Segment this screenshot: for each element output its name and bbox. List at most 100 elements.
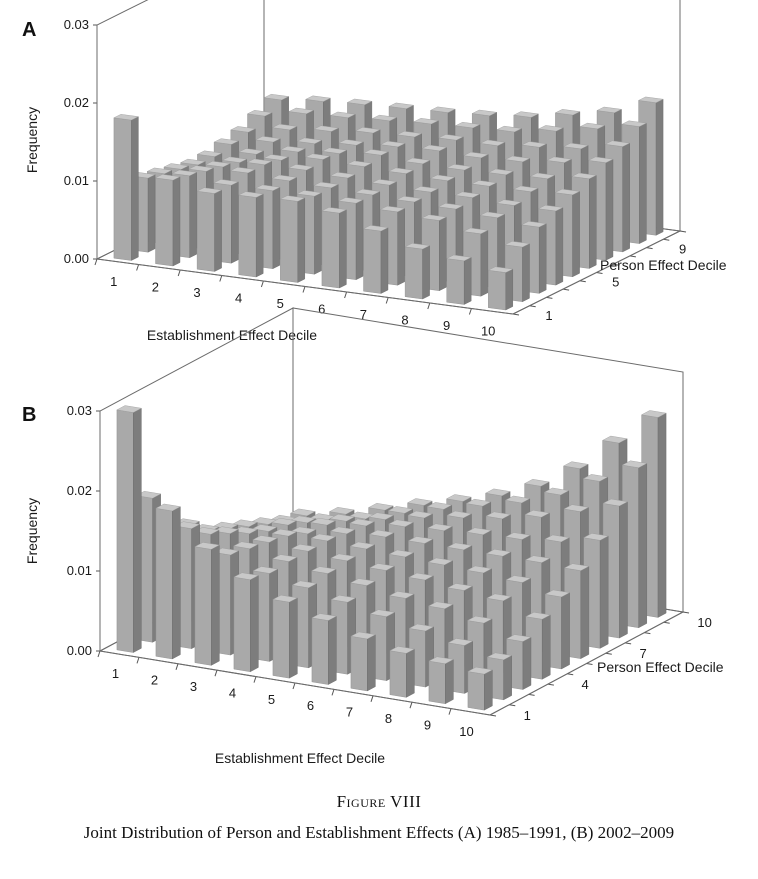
x-tick-mark — [214, 670, 218, 677]
x-tick-mark — [448, 708, 452, 715]
bar — [446, 254, 472, 305]
y-tick-mark — [682, 611, 690, 614]
y-tick-mark — [509, 704, 516, 707]
x-tick-mark — [175, 663, 179, 670]
x-tick-mark — [260, 280, 264, 288]
y-tick-mark — [625, 642, 632, 645]
z-tick-label: 0.03 — [64, 17, 89, 32]
figure-caption: Joint Distribution of Person and Establi… — [83, 823, 675, 842]
bar — [233, 572, 260, 673]
x-tick-label: 8 — [401, 312, 408, 327]
x-tick-label: 3 — [190, 679, 197, 694]
bar — [238, 191, 264, 278]
bar — [113, 114, 140, 261]
x-tick-label: 1 — [110, 274, 117, 289]
z-tick-label: 0.00 — [64, 251, 89, 266]
x-tick-label: 5 — [268, 692, 275, 707]
y-tick-mark — [663, 238, 670, 241]
y-tick-label: 1 — [524, 708, 531, 723]
x-tick-label: 6 — [318, 301, 325, 316]
x-tick-label: 1 — [112, 666, 119, 681]
y-tick-mark — [646, 247, 653, 250]
x-tick-mark — [385, 297, 389, 304]
x-tick-mark — [136, 264, 140, 271]
y-tick-mark — [563, 288, 570, 291]
bar — [194, 542, 221, 666]
bar — [272, 594, 299, 679]
y-tick-mark — [629, 255, 636, 258]
y-tick-mark — [547, 683, 554, 686]
x-tick-mark — [177, 269, 181, 277]
x-tick-label: 10 — [459, 724, 473, 739]
z-tick-label: 0.00 — [67, 643, 92, 658]
panel-a-ylabel: Frequency — [24, 107, 40, 173]
x-tick-label: 8 — [385, 711, 392, 726]
x-tick-mark — [468, 308, 472, 315]
bar — [350, 631, 377, 692]
y-axis-line — [512, 230, 681, 315]
x-tick-label: 7 — [360, 307, 367, 322]
x-tick-label: 2 — [151, 673, 158, 688]
y-tick-label: 7 — [639, 646, 646, 661]
y-tick-label: 5 — [612, 275, 619, 290]
figure-number: Figure VIII — [336, 792, 422, 811]
bar — [428, 656, 455, 705]
panel-b-chart: B 0.00 0.01 0.02 0.03 1 2 3 4 5 6 7 8 9 10 1 4 7 10 Frequ… — [22, 307, 724, 766]
y-tick-mark — [605, 652, 612, 655]
x-tick-mark — [94, 258, 98, 266]
x-tick-mark — [331, 689, 335, 696]
x-axis-line — [99, 650, 491, 716]
bar — [404, 243, 431, 300]
y-tick-mark — [613, 263, 620, 266]
x-tick-label: 10 — [481, 323, 495, 338]
x-tick-mark — [344, 291, 348, 299]
panel-b-ylabel: Frequency — [24, 498, 40, 564]
panel-a-zlabel: Person Effect Decile — [600, 257, 727, 273]
y-tick-mark — [546, 296, 553, 299]
z-tick-label: 0.02 — [64, 95, 89, 110]
x-tick-label: 9 — [424, 717, 431, 732]
x-axis-line — [96, 258, 514, 315]
x-tick-label: 9 — [443, 318, 450, 333]
x-tick-mark — [302, 286, 306, 293]
bar — [389, 646, 416, 698]
z-tick-label: 0.03 — [67, 403, 92, 418]
panel-b-letter: B — [22, 404, 36, 426]
y-tick-mark — [512, 313, 520, 316]
panel-a-ticks: 0.00 0.01 0.02 0.03 1 2 3 4 5 6 7 8 9 10 1 5 9 — [64, 17, 686, 338]
x-tick-label: 2 — [152, 279, 159, 294]
bar — [116, 405, 143, 653]
x-tick-label: 6 — [307, 698, 314, 713]
y-tick-mark — [489, 714, 497, 717]
bar — [563, 563, 590, 659]
y-tick-mark — [579, 280, 586, 283]
bar — [487, 266, 514, 311]
y-tick-mark — [528, 693, 535, 696]
panel-a-xlabel: Establishment Effect Decile — [147, 327, 317, 343]
z-tick-label: 0.02 — [67, 483, 92, 498]
x-tick-mark — [292, 682, 296, 690]
bar — [362, 225, 389, 294]
x-tick-label: 7 — [346, 705, 353, 720]
x-tick-mark — [97, 650, 101, 658]
x-tick-label: 4 — [235, 290, 242, 305]
panel-a-letter: A — [22, 19, 36, 41]
y-tick-mark — [644, 632, 651, 635]
panel-b-bars — [116, 405, 667, 711]
x-tick-label: 4 — [229, 685, 236, 700]
bar — [321, 207, 348, 289]
x-tick-mark — [253, 676, 257, 683]
y-tick-mark — [529, 305, 536, 308]
y-tick-mark — [567, 673, 574, 676]
x-tick-mark — [219, 275, 223, 282]
z-tick-label: 0.01 — [67, 563, 92, 578]
bar — [311, 613, 338, 685]
y-tick-label: 1 — [545, 308, 552, 323]
x-tick-mark — [409, 702, 413, 709]
panel-a-bars — [113, 93, 664, 311]
x-tick-label: 3 — [193, 285, 200, 300]
figure-caption-block: Figure VIII Joint Distribution of Person… — [0, 792, 758, 844]
x-tick-mark — [370, 695, 374, 702]
y-tick-mark — [679, 230, 687, 233]
